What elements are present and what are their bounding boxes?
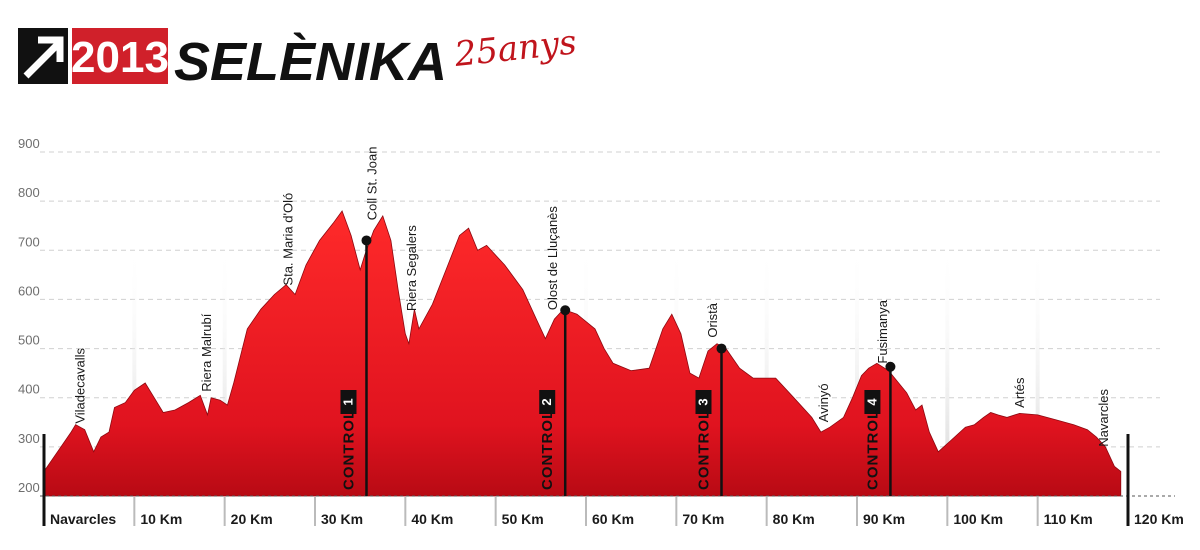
y-tick-label: 600 (18, 283, 40, 298)
year-badge (72, 28, 168, 84)
y-tick-label: 500 (18, 333, 40, 348)
control-marker (885, 361, 896, 372)
y-tick-label: 300 (18, 431, 40, 446)
km-band (222, 240, 227, 496)
control-label: CONTROL (340, 409, 357, 490)
control-number-badge (864, 390, 881, 414)
control-number-badge (695, 390, 712, 414)
place-labels: Viladecavalls Riera Malrubí Sta. Maria d'O… (73, 147, 1111, 447)
x-tick-label: Navarcles (50, 511, 116, 527)
x-tick-label: 70 Km (682, 511, 724, 527)
y-tick-label: 900 (18, 136, 40, 151)
control-label: CONTROL (696, 409, 713, 490)
x-tick-label: 90 Km (863, 511, 905, 527)
place-label: Sta. Maria d'Oló (280, 193, 295, 286)
x-axis: Navarcles 10 Km 20 Km 30 Km 40 Km 50 Km 60 Km 7… (42, 434, 1184, 527)
km-band (1035, 240, 1040, 496)
controls: 1 CONTROL 2 CONTROL 3 CONTROL 4 CONTROL (340, 235, 896, 496)
place-label: Navarcles (1096, 388, 1111, 446)
x-tick-label: 50 Km (502, 511, 544, 527)
place-label: Fusimanya (875, 299, 890, 363)
control-number-badge (340, 390, 357, 414)
brand-title: SELÈNIKA (174, 32, 447, 92)
y-tick-label: 700 (18, 234, 40, 249)
control-marker (560, 305, 571, 316)
y-tick-label: 400 (18, 382, 40, 397)
x-tick-label: 30 Km (321, 511, 363, 527)
control-marker (361, 235, 372, 246)
control-marker (716, 343, 727, 354)
x-tick-label: 20 Km (231, 511, 273, 527)
km-band (945, 240, 950, 496)
y-tick-label: 800 (18, 185, 40, 200)
x-tick-label: 40 Km (411, 511, 453, 527)
y-tick-label: 200 (18, 480, 40, 495)
control-label: CONTROL (539, 409, 556, 490)
x-tick-label: 110 Km (1044, 511, 1093, 527)
x-tick-label: 120 Km (1134, 511, 1184, 527)
y-axis: 200 300 400 500 600 700 800 900 (18, 136, 40, 495)
place-label: Viladecavalls (73, 348, 88, 424)
control-number: 2 (539, 398, 554, 405)
x-tick-label: 10 Km (140, 511, 182, 527)
x-tick-label: 80 Km (773, 511, 815, 527)
place-label: Oristà (705, 302, 720, 337)
arrow-icon (23, 36, 64, 79)
control-number-badge (539, 390, 556, 414)
x-tick-label: 60 Km (592, 511, 634, 527)
place-label: Avinyó (816, 383, 831, 422)
place-label: Olost de Lluçanès (545, 206, 560, 311)
year-label: 2013 (71, 33, 169, 82)
km-band (855, 240, 859, 496)
place-label: Riera Segalers (404, 225, 419, 311)
km-band (132, 240, 137, 496)
header: 2013 SELÈNIKA 25anys (18, 22, 578, 92)
x-tick-label: 100 Km (953, 511, 1003, 527)
place-label: Riera Malrubí (199, 313, 214, 391)
control-label: CONTROL (864, 409, 881, 490)
place-label: Artés (1012, 377, 1027, 408)
elevation-area (43, 210, 1122, 497)
control-number: 1 (340, 398, 355, 405)
km-band (764, 240, 769, 496)
control-number: 3 (696, 398, 711, 405)
place-label: Coll St. Joan (364, 147, 379, 221)
control-number: 4 (864, 398, 879, 406)
elevation-area-layer (40, 210, 1175, 497)
